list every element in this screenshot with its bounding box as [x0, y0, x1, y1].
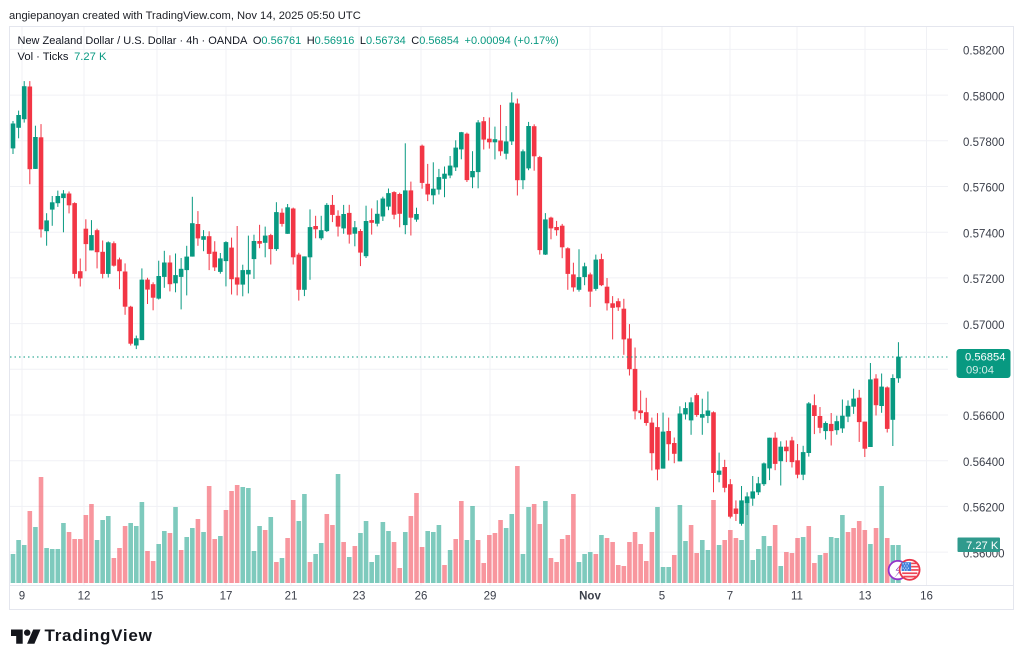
svg-text:0.57400: 0.57400	[963, 228, 1005, 240]
svg-text:11: 11	[791, 591, 803, 603]
svg-text:7: 7	[727, 591, 733, 603]
svg-text:9: 9	[19, 591, 25, 603]
svg-text:0.56600: 0.56600	[963, 411, 1005, 423]
svg-text:15: 15	[151, 591, 164, 603]
svg-text:0.58200: 0.58200	[963, 46, 1005, 58]
svg-text:0.56854: 0.56854	[965, 352, 1005, 364]
svg-text:13: 13	[859, 591, 872, 603]
svg-text:0.57600: 0.57600	[963, 183, 1005, 195]
svg-text:TradingView: TradingView	[45, 626, 153, 645]
svg-text:23: 23	[353, 591, 366, 603]
svg-text:17: 17	[220, 591, 233, 603]
svg-text:0.57800: 0.57800	[963, 137, 1005, 149]
svg-text:Vol · Ticks 7.27 K: Vol · Ticks 7.27 K	[18, 51, 107, 63]
svg-text:5: 5	[659, 591, 665, 603]
svg-text:21: 21	[285, 591, 298, 603]
svg-text:7.27 K: 7.27 K	[966, 540, 999, 552]
svg-text:0.56200: 0.56200	[963, 503, 1005, 515]
svg-text:16: 16	[920, 591, 933, 603]
svg-text:0.56400: 0.56400	[963, 457, 1005, 469]
svg-text:0.57000: 0.57000	[963, 320, 1005, 332]
svg-text:angiepanoyan created with Trad: angiepanoyan created with TradingView.co…	[9, 10, 361, 22]
svg-text:09:04: 09:04	[966, 365, 994, 377]
svg-text:0.57200: 0.57200	[963, 274, 1005, 286]
svg-text:29: 29	[484, 591, 497, 603]
svg-text:12: 12	[78, 591, 91, 603]
svg-text:New Zealand Dollar / U.S. Doll: New Zealand Dollar / U.S. Dollar · 4h · …	[18, 35, 559, 47]
svg-text:26: 26	[415, 591, 428, 603]
svg-text:0.58000: 0.58000	[963, 91, 1005, 103]
svg-text:Nov: Nov	[579, 591, 601, 603]
